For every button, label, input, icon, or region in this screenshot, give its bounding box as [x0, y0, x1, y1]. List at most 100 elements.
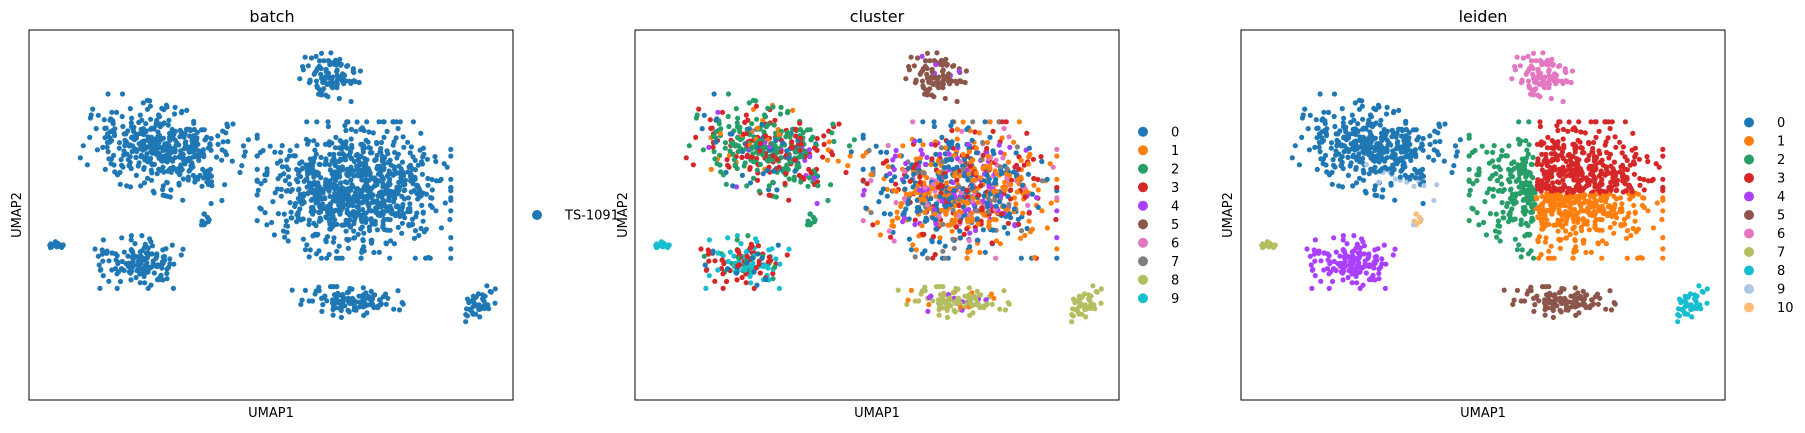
data-point: [128, 120, 134, 126]
data-point: [299, 297, 305, 303]
data-point: [114, 285, 120, 291]
data-point: [1554, 202, 1560, 208]
data-point: [314, 83, 320, 89]
data-point: [725, 91, 732, 97]
data-point: [999, 211, 1005, 217]
data-point: [1083, 314, 1089, 320]
data-point: [1360, 167, 1366, 173]
data-point: [1631, 202, 1637, 208]
data-point: [1563, 235, 1570, 241]
data-point: [705, 247, 711, 253]
data-point: [806, 175, 813, 181]
data-point: [935, 83, 941, 89]
data-point: [1498, 153, 1504, 159]
data-point: [359, 141, 365, 147]
data-point: [225, 138, 231, 145]
data-point: [367, 170, 373, 176]
data-point: [200, 175, 207, 181]
data-point: [112, 126, 118, 132]
data-point: [254, 192, 260, 198]
data-point: [363, 137, 369, 143]
data-point: [969, 137, 975, 143]
data-point: [352, 304, 358, 310]
data-point: [1408, 148, 1414, 154]
data-point: [1411, 183, 1417, 189]
data-point: [332, 182, 338, 188]
data-point: [1620, 172, 1626, 179]
data-point: [950, 289, 956, 296]
data-point: [358, 126, 364, 132]
data-point: [107, 129, 113, 135]
data-point: [369, 192, 376, 198]
data-point: [484, 283, 490, 289]
data-point: [1581, 237, 1587, 243]
legend-marker: [1138, 126, 1148, 137]
data-point: [432, 154, 438, 160]
data-point: [938, 57, 945, 64]
data-point: [950, 180, 956, 186]
data-point: [1371, 105, 1377, 111]
data-point: [424, 156, 430, 162]
data-point: [1536, 234, 1543, 240]
data-point: [1605, 211, 1611, 217]
legend-label: 3: [1171, 181, 1179, 196]
data-point: [706, 237, 713, 243]
data-point: [298, 174, 304, 180]
data-point: [893, 200, 899, 206]
data-point: [903, 160, 909, 167]
data-point: [1069, 312, 1075, 318]
data-point: [723, 181, 729, 187]
data-point: [395, 224, 401, 230]
data-point: [1645, 208, 1651, 214]
data-point: [1474, 178, 1480, 184]
data-point: [1326, 253, 1332, 259]
data-point: [325, 119, 331, 125]
data-point: [409, 216, 415, 222]
data-point: [412, 228, 419, 234]
data-point: [735, 135, 741, 141]
data-point: [749, 154, 755, 160]
data-point: [1536, 255, 1542, 261]
data-point: [166, 142, 172, 148]
data-point: [321, 58, 327, 64]
data-point: [1554, 221, 1560, 227]
data-point: [387, 203, 393, 209]
data-point: [741, 267, 747, 273]
data-point: [346, 299, 352, 305]
data-point: [1528, 185, 1534, 191]
data-point: [1578, 129, 1584, 135]
data-point: [965, 141, 971, 147]
data-point: [127, 142, 133, 148]
data-point: [170, 285, 176, 291]
data-point: [725, 113, 731, 120]
data-point: [951, 152, 958, 158]
data-point: [412, 174, 418, 180]
data-point: [287, 200, 293, 206]
data-point: [1604, 193, 1610, 199]
data-point: [1398, 149, 1404, 155]
data-point: [981, 193, 987, 199]
data-point: [939, 305, 945, 311]
data-point: [753, 103, 760, 109]
data-point: [102, 125, 108, 131]
data-point: [921, 170, 927, 176]
data-point: [956, 213, 962, 219]
data-point: [348, 164, 354, 170]
data-point: [1650, 176, 1656, 182]
data-point: [284, 157, 290, 163]
data-point: [1356, 159, 1363, 165]
data-point: [942, 243, 948, 249]
data-point: [113, 257, 119, 263]
data-point: [760, 152, 766, 158]
data-point: [313, 151, 319, 157]
data-point: [961, 173, 968, 179]
data-point: [761, 112, 768, 118]
data-point: [1632, 145, 1638, 151]
data-point: [1313, 117, 1319, 123]
data-point: [329, 158, 335, 164]
data-point: [922, 91, 928, 97]
data-point: [358, 194, 364, 200]
data-point: [202, 170, 208, 176]
data-point: [219, 197, 225, 204]
